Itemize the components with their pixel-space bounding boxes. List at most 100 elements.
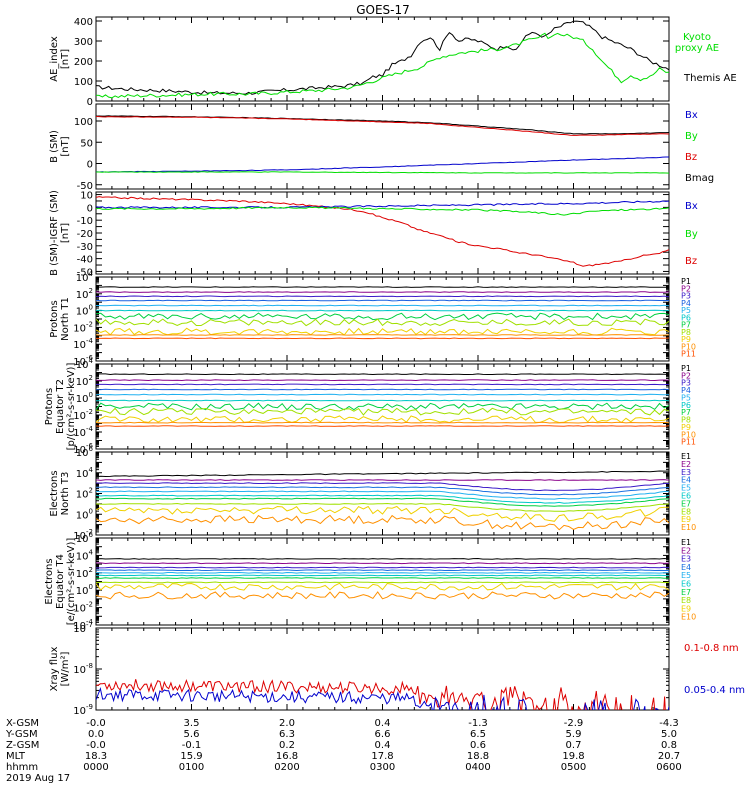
- y-axis-label: Protons: [44, 388, 55, 425]
- panel-data: [96, 196, 669, 267]
- y-tick-label: 0: [87, 97, 93, 108]
- panel-data: [96, 115, 669, 174]
- y-tick-label: 106: [76, 531, 94, 545]
- x-axis-value: 0.2: [279, 740, 295, 751]
- x-axis-value: 5.9: [566, 729, 582, 740]
- x-axis-value: 0.4: [375, 718, 391, 729]
- y-tick-label: -20: [77, 229, 93, 240]
- channel-label-P7: P7: [681, 321, 691, 330]
- y-tick-label: 10-2: [73, 320, 93, 334]
- x-axis-value: 0.8: [661, 740, 677, 751]
- y-tick-label: 10-2: [73, 408, 93, 422]
- panel-data: [96, 286, 669, 340]
- exponent: -4: [86, 337, 94, 345]
- x-row-label: Y-GSM: [5, 729, 38, 740]
- channel-line-E1: [96, 557, 669, 560]
- x-axis-value: 17.8: [371, 751, 393, 762]
- channel-line-P4: [96, 388, 669, 391]
- y-axis-label: [W/m²]: [60, 651, 71, 686]
- channel-line-P5: [96, 304, 669, 307]
- channel-line-E5: [96, 490, 669, 500]
- channel-label-E7: E7: [681, 499, 691, 508]
- series-line-blue: [96, 156, 669, 173]
- legend-entry: Themis AE: [683, 73, 737, 84]
- channel-label-E2: E2: [681, 460, 691, 469]
- channel-label-P6: P6: [681, 401, 691, 410]
- channel-label-E6: E6: [681, 580, 691, 589]
- channel-label-E10: E10: [681, 523, 696, 532]
- y-tick-label: 102: [76, 374, 93, 388]
- y-tick-label: 300: [74, 37, 93, 48]
- legend-entry: Kyoto: [683, 32, 711, 43]
- channel-line-P3: [96, 295, 669, 298]
- channel-label-P1: P1: [681, 277, 691, 286]
- y-tick-label: 10-4: [73, 337, 93, 351]
- channel-label-E8: E8: [681, 596, 691, 605]
- x-axis-value: 18.3: [85, 751, 107, 762]
- channel-label-P11: P11: [681, 350, 696, 359]
- chart-title: GOES-17: [356, 3, 410, 17]
- channel-label-P11: P11: [681, 438, 696, 447]
- panel-data: [96, 20, 669, 99]
- exponent: 6: [89, 531, 94, 539]
- y-axis-label: North T3: [60, 472, 71, 516]
- panel-data: [96, 557, 669, 600]
- exponent: -4: [86, 425, 94, 433]
- y-tick-label: 100: [74, 117, 93, 128]
- y-tick-label: 102: [76, 287, 93, 301]
- channel-line-P10: [96, 334, 669, 336]
- exponent: 4: [89, 548, 94, 556]
- channel-line-P11: [96, 425, 669, 427]
- x-axis-value: 0.4: [375, 740, 391, 751]
- legend-entry: Bz: [685, 256, 697, 267]
- x-axis-value: 5.6: [184, 729, 200, 740]
- panel-en: Electrons North T310-2100102104106E1E2E3E…: [49, 445, 696, 542]
- channel-line-E7: [96, 497, 669, 507]
- x-axis-value: 15.9: [180, 751, 202, 762]
- channel-line-P1: [96, 286, 669, 288]
- x-axis-value: 3.5: [184, 718, 200, 729]
- x-axis-value: 0.7: [566, 740, 582, 751]
- panel-pn: Protons North T110-610-410-2100102104P1P2…: [49, 270, 696, 368]
- y-tick-label: -50: [77, 267, 93, 278]
- y-axis-label: Xray flux: [49, 647, 60, 692]
- channel-line-E4: [96, 486, 669, 496]
- exponent: 0: [89, 507, 93, 515]
- exponent: -6: [86, 442, 94, 450]
- channel-label-P10: P10: [681, 430, 696, 439]
- y-axis-label: [e/(cm²-s-sr-keV)]: [66, 538, 77, 626]
- y-axis-label: B (SM): [49, 130, 60, 163]
- legend-entry: By: [685, 131, 698, 142]
- panel-xray: Xray flux [W/m²] 10-9 10-8 10-7 0.1-0.8 nm 0.0…: [49, 621, 745, 717]
- channel-label-E4: E4: [681, 563, 691, 572]
- exponent: -2: [86, 601, 93, 609]
- channel-label-P7: P7: [681, 408, 691, 417]
- x-axis-value: -0.1: [182, 740, 202, 751]
- panel-bsm: B (SM) [nT] -50 0 50 100 Bx By Bz Bmag: [49, 103, 714, 192]
- channel-label-P9: P9: [681, 423, 691, 432]
- channel-label-P5: P5: [681, 306, 691, 315]
- exponent: -6: [86, 354, 94, 362]
- x-axis-value: 0000: [83, 762, 108, 773]
- channel-line-E8: [96, 581, 669, 584]
- series-line-black: [96, 20, 669, 95]
- channel-line-P7: [96, 312, 669, 321]
- y-axis-label: [nT]: [60, 223, 71, 243]
- y-tick-label: -30: [77, 242, 93, 253]
- x-row-label: X-GSM: [6, 718, 39, 729]
- y-axis-label: Electrons: [44, 558, 55, 604]
- panel-frame: [95, 537, 670, 626]
- y-tick-label: 104: [76, 270, 94, 284]
- exponent: 2: [89, 287, 93, 295]
- panel-data: [96, 679, 669, 710]
- x-axis-value: 16.8: [276, 751, 298, 762]
- channel-line-P2: [96, 379, 669, 382]
- x-axis-value: -4.3: [659, 718, 679, 729]
- channel-line-P10: [96, 421, 669, 424]
- y-axis-label: B (SM)-IGRF (SM): [49, 190, 60, 276]
- channel-label-P3: P3: [681, 292, 691, 301]
- channel-label-E3: E3: [681, 468, 691, 477]
